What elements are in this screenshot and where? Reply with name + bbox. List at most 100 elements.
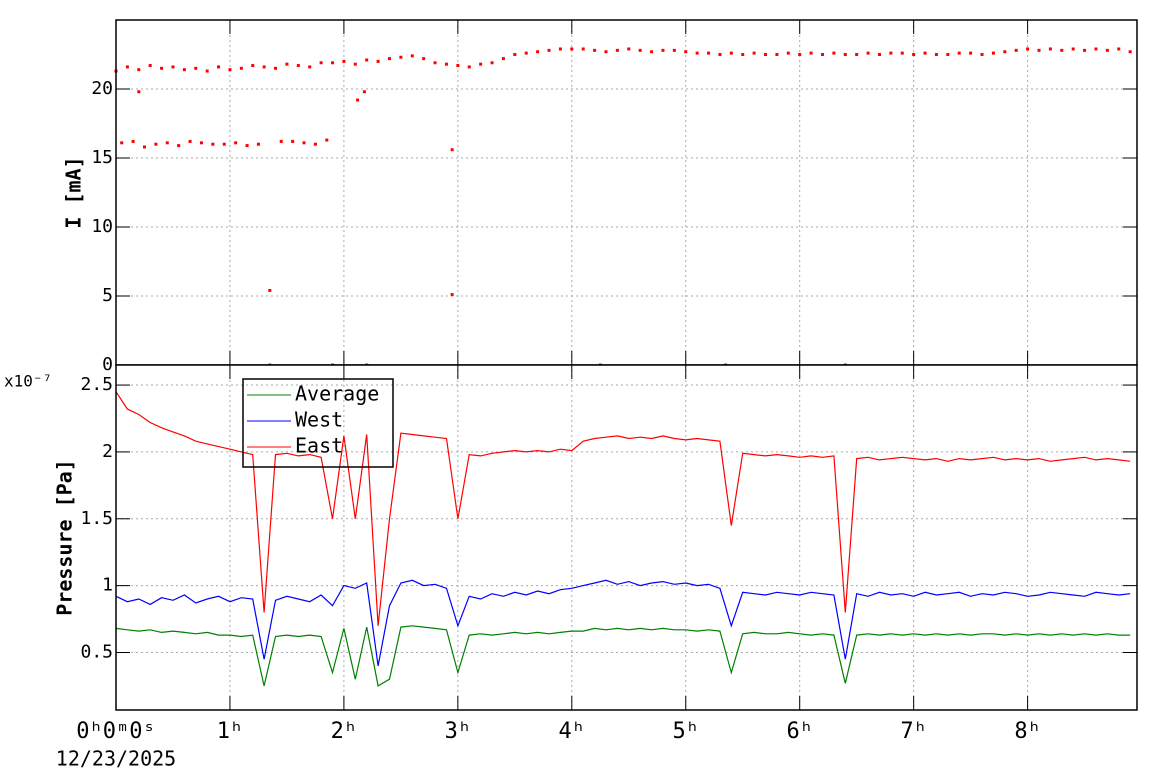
data-point — [946, 53, 950, 56]
data-point — [1014, 48, 1018, 52]
legend-label: East — [295, 434, 343, 458]
data-point — [234, 141, 238, 145]
data-point — [137, 90, 141, 94]
x-tick-label: 2ʰ — [331, 719, 358, 744]
data-point — [171, 65, 175, 69]
x-tick-label: 0ʰ0ᵐ0ˢ — [76, 719, 155, 744]
y-tick-label: 1.5 — [80, 508, 113, 529]
data-point — [604, 50, 608, 54]
data-point — [356, 98, 360, 102]
data-point — [296, 64, 300, 68]
data-point — [131, 139, 135, 143]
data-point — [467, 65, 471, 69]
data-point — [718, 53, 722, 56]
data-point — [1117, 47, 1121, 51]
data-point — [342, 59, 346, 63]
data-point — [934, 53, 938, 56]
data-point — [695, 51, 699, 55]
data-point — [268, 288, 272, 292]
data-point — [877, 53, 881, 56]
data-point — [165, 141, 169, 145]
y-tick-label: 0.5 — [80, 642, 113, 663]
data-point — [313, 142, 317, 146]
data-point — [194, 66, 198, 70]
data-point — [501, 57, 505, 61]
data-point — [291, 139, 295, 143]
y-tick-label: 5 — [102, 285, 113, 306]
y-tick-label: 1 — [102, 575, 113, 596]
data-point — [752, 51, 756, 55]
data-point — [661, 48, 665, 52]
data-point — [991, 51, 995, 55]
data-point — [832, 51, 836, 55]
data-point — [387, 57, 391, 61]
data-point — [177, 144, 181, 148]
x-tick-label: 6ʰ — [786, 719, 813, 744]
data-point — [245, 144, 249, 148]
data-point — [353, 62, 357, 66]
data-point — [410, 54, 414, 58]
data-point — [479, 62, 483, 66]
data-point — [729, 51, 733, 55]
data-point — [222, 142, 226, 146]
data-point — [365, 58, 369, 62]
y-tick-label: 2.5 — [80, 374, 113, 395]
data-point — [211, 142, 215, 146]
legend-label: West — [295, 408, 343, 432]
data-point — [331, 61, 335, 65]
data-point — [536, 50, 540, 54]
data-point — [547, 48, 551, 52]
data-point — [450, 148, 454, 152]
data-point — [228, 68, 232, 72]
data-point — [638, 48, 642, 52]
y-tick-label: 15 — [91, 147, 113, 168]
data-point — [1048, 47, 1052, 51]
data-point — [627, 47, 631, 51]
data-point — [570, 47, 574, 51]
data-point — [285, 62, 289, 66]
data-point — [615, 48, 619, 52]
data-point — [490, 61, 494, 65]
data-point — [325, 138, 329, 142]
y-tick-label: 20 — [91, 78, 113, 99]
data-point — [1105, 48, 1109, 52]
data-point — [593, 48, 597, 52]
data-point — [182, 68, 186, 72]
x-tick-label: 1ʰ — [217, 719, 244, 744]
y-axis-label: I [mA] — [62, 156, 86, 228]
data-point — [376, 59, 380, 63]
data-point — [1037, 48, 1041, 52]
data-point — [741, 53, 745, 56]
series-line — [115, 579, 1131, 667]
data-point — [1128, 50, 1132, 54]
y-tick-label: 2 — [102, 441, 113, 462]
data-point — [1026, 47, 1030, 51]
data-point — [137, 68, 141, 72]
data-point — [274, 66, 278, 70]
data-point — [362, 90, 366, 94]
data-point — [308, 65, 312, 69]
data-point — [957, 51, 961, 55]
data-point — [319, 61, 323, 65]
y-tick-label: 0 — [102, 354, 113, 375]
data-point — [120, 141, 124, 145]
data-point — [1083, 48, 1087, 52]
data-point — [684, 50, 688, 54]
data-point — [809, 51, 813, 55]
data-point — [444, 62, 448, 66]
data-point — [1071, 47, 1075, 51]
data-point — [302, 141, 306, 145]
data-point — [558, 47, 562, 51]
data-point — [199, 141, 203, 145]
plot-border — [115, 364, 1138, 711]
data-point — [820, 53, 824, 56]
data-point — [456, 64, 460, 68]
data-point — [142, 145, 146, 149]
y-multiplier: x10⁻⁷ — [4, 372, 52, 391]
data-point — [251, 64, 255, 68]
data-point — [1003, 50, 1007, 54]
data-point — [764, 53, 768, 56]
data-point — [912, 53, 916, 56]
x-start-date: 12/23/2025 — [56, 747, 176, 771]
